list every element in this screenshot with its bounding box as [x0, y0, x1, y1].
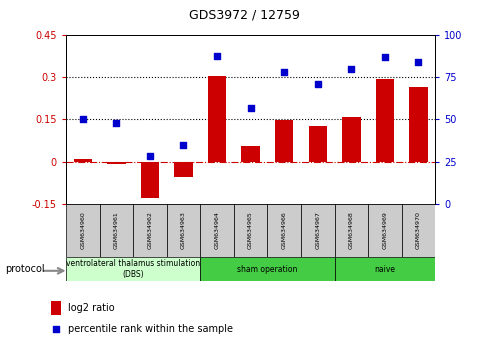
Bar: [66, 204, 100, 257]
Text: GSM634965: GSM634965: [247, 212, 253, 249]
Text: GSM634962: GSM634962: [147, 212, 152, 249]
Point: [146, 154, 154, 159]
Bar: [334, 204, 367, 257]
Bar: [342, 117, 360, 161]
Text: GSM634963: GSM634963: [181, 212, 185, 249]
Bar: [166, 204, 200, 257]
Point: [313, 81, 321, 87]
Bar: [375, 79, 393, 161]
Point: [179, 142, 187, 148]
Text: GDS3972 / 12759: GDS3972 / 12759: [189, 9, 299, 22]
Bar: [274, 120, 293, 161]
Point: [280, 70, 287, 75]
Text: sham operation: sham operation: [237, 264, 297, 274]
Text: log2 ratio: log2 ratio: [67, 303, 114, 313]
Bar: [241, 146, 259, 161]
Bar: [73, 159, 92, 161]
Text: protocol: protocol: [5, 264, 44, 274]
Bar: [233, 204, 267, 257]
Text: percentile rank within the sample: percentile rank within the sample: [67, 324, 232, 333]
Bar: [66, 257, 200, 281]
Bar: [141, 161, 159, 198]
Bar: [401, 204, 434, 257]
Text: naive: naive: [374, 264, 395, 274]
Point: [79, 117, 86, 122]
Bar: [207, 76, 226, 161]
Point: [52, 326, 60, 331]
Text: GSM634969: GSM634969: [382, 212, 386, 249]
Text: ventrolateral thalamus stimulation
(DBS): ventrolateral thalamus stimulation (DBS): [66, 259, 200, 279]
Point: [380, 55, 388, 60]
Point: [346, 66, 354, 72]
Bar: [334, 257, 434, 281]
Point: [213, 53, 221, 58]
Text: GSM634961: GSM634961: [114, 212, 119, 249]
Bar: [300, 204, 334, 257]
Text: GSM634967: GSM634967: [315, 212, 320, 249]
Bar: [133, 204, 166, 257]
Text: GSM634960: GSM634960: [80, 212, 85, 249]
Point: [246, 105, 254, 110]
Text: GSM634968: GSM634968: [348, 212, 353, 249]
Bar: [107, 161, 125, 164]
Bar: [51, 301, 61, 315]
Bar: [200, 204, 233, 257]
Bar: [174, 161, 192, 177]
Bar: [408, 87, 427, 161]
Point: [414, 59, 422, 65]
Point: [112, 120, 120, 126]
Text: GSM634970: GSM634970: [415, 212, 420, 249]
Text: GSM634966: GSM634966: [281, 212, 286, 249]
Bar: [267, 204, 300, 257]
Bar: [100, 204, 133, 257]
Bar: [308, 126, 326, 161]
Text: GSM634964: GSM634964: [214, 212, 219, 249]
Bar: [367, 204, 401, 257]
Bar: [200, 257, 334, 281]
